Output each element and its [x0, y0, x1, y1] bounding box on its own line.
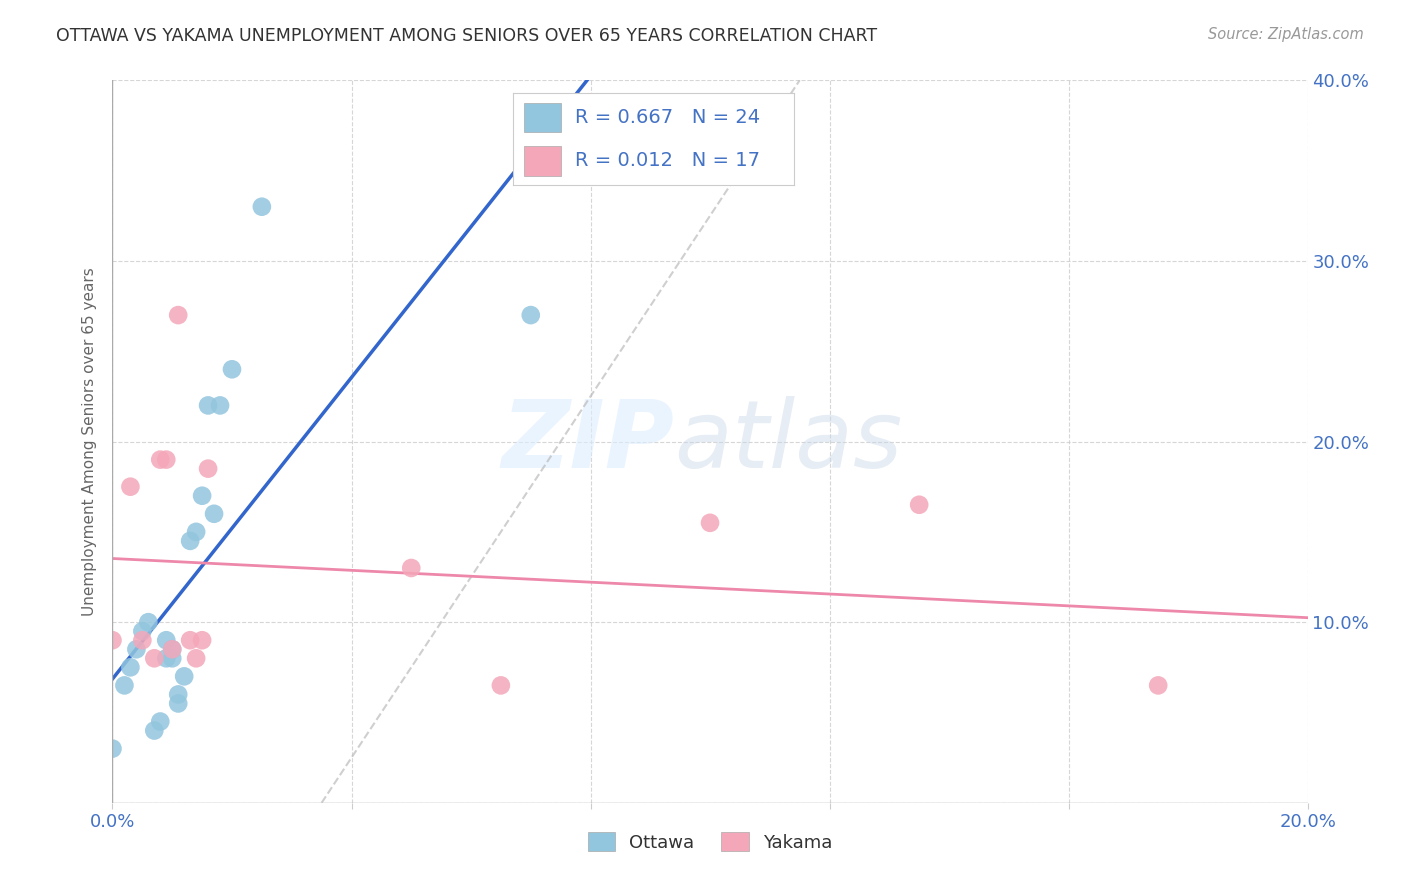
Point	[162, 642, 183, 657]
Point	[155, 633, 177, 648]
Point	[179, 533, 201, 548]
Point	[1147, 678, 1170, 692]
Point	[143, 723, 166, 738]
Point	[167, 697, 190, 711]
Point	[699, 516, 721, 530]
Point	[162, 651, 183, 665]
Point	[221, 362, 243, 376]
Point	[191, 489, 214, 503]
Point	[186, 524, 208, 539]
Point	[186, 651, 208, 665]
Point	[120, 660, 142, 674]
Point	[138, 615, 160, 630]
Point	[202, 507, 225, 521]
Point	[250, 200, 273, 214]
Point	[173, 669, 195, 683]
Point	[101, 633, 124, 648]
Text: OTTAWA VS YAKAMA UNEMPLOYMENT AMONG SENIORS OVER 65 YEARS CORRELATION CHART: OTTAWA VS YAKAMA UNEMPLOYMENT AMONG SENI…	[56, 27, 877, 45]
Point	[162, 642, 183, 657]
Point	[120, 480, 142, 494]
Point	[101, 741, 124, 756]
Point	[149, 452, 172, 467]
Point	[167, 308, 190, 322]
Text: atlas: atlas	[675, 396, 903, 487]
Point	[191, 633, 214, 648]
Point	[143, 651, 166, 665]
Point	[131, 633, 153, 648]
Point	[197, 461, 219, 475]
Point	[155, 452, 177, 467]
Point	[401, 561, 423, 575]
Point	[209, 398, 232, 412]
Point	[489, 678, 512, 692]
Point	[167, 687, 190, 701]
Point	[197, 398, 219, 412]
Point	[149, 714, 172, 729]
Legend: Ottawa, Yakama: Ottawa, Yakama	[581, 825, 839, 859]
Point	[179, 633, 201, 648]
Point	[114, 678, 135, 692]
Y-axis label: Unemployment Among Seniors over 65 years: Unemployment Among Seniors over 65 years	[82, 268, 97, 615]
Text: Source: ZipAtlas.com: Source: ZipAtlas.com	[1208, 27, 1364, 42]
Point	[520, 308, 543, 322]
Point	[131, 624, 153, 639]
Point	[155, 651, 177, 665]
Point	[125, 642, 148, 657]
Text: ZIP: ZIP	[502, 395, 675, 488]
Point	[908, 498, 931, 512]
